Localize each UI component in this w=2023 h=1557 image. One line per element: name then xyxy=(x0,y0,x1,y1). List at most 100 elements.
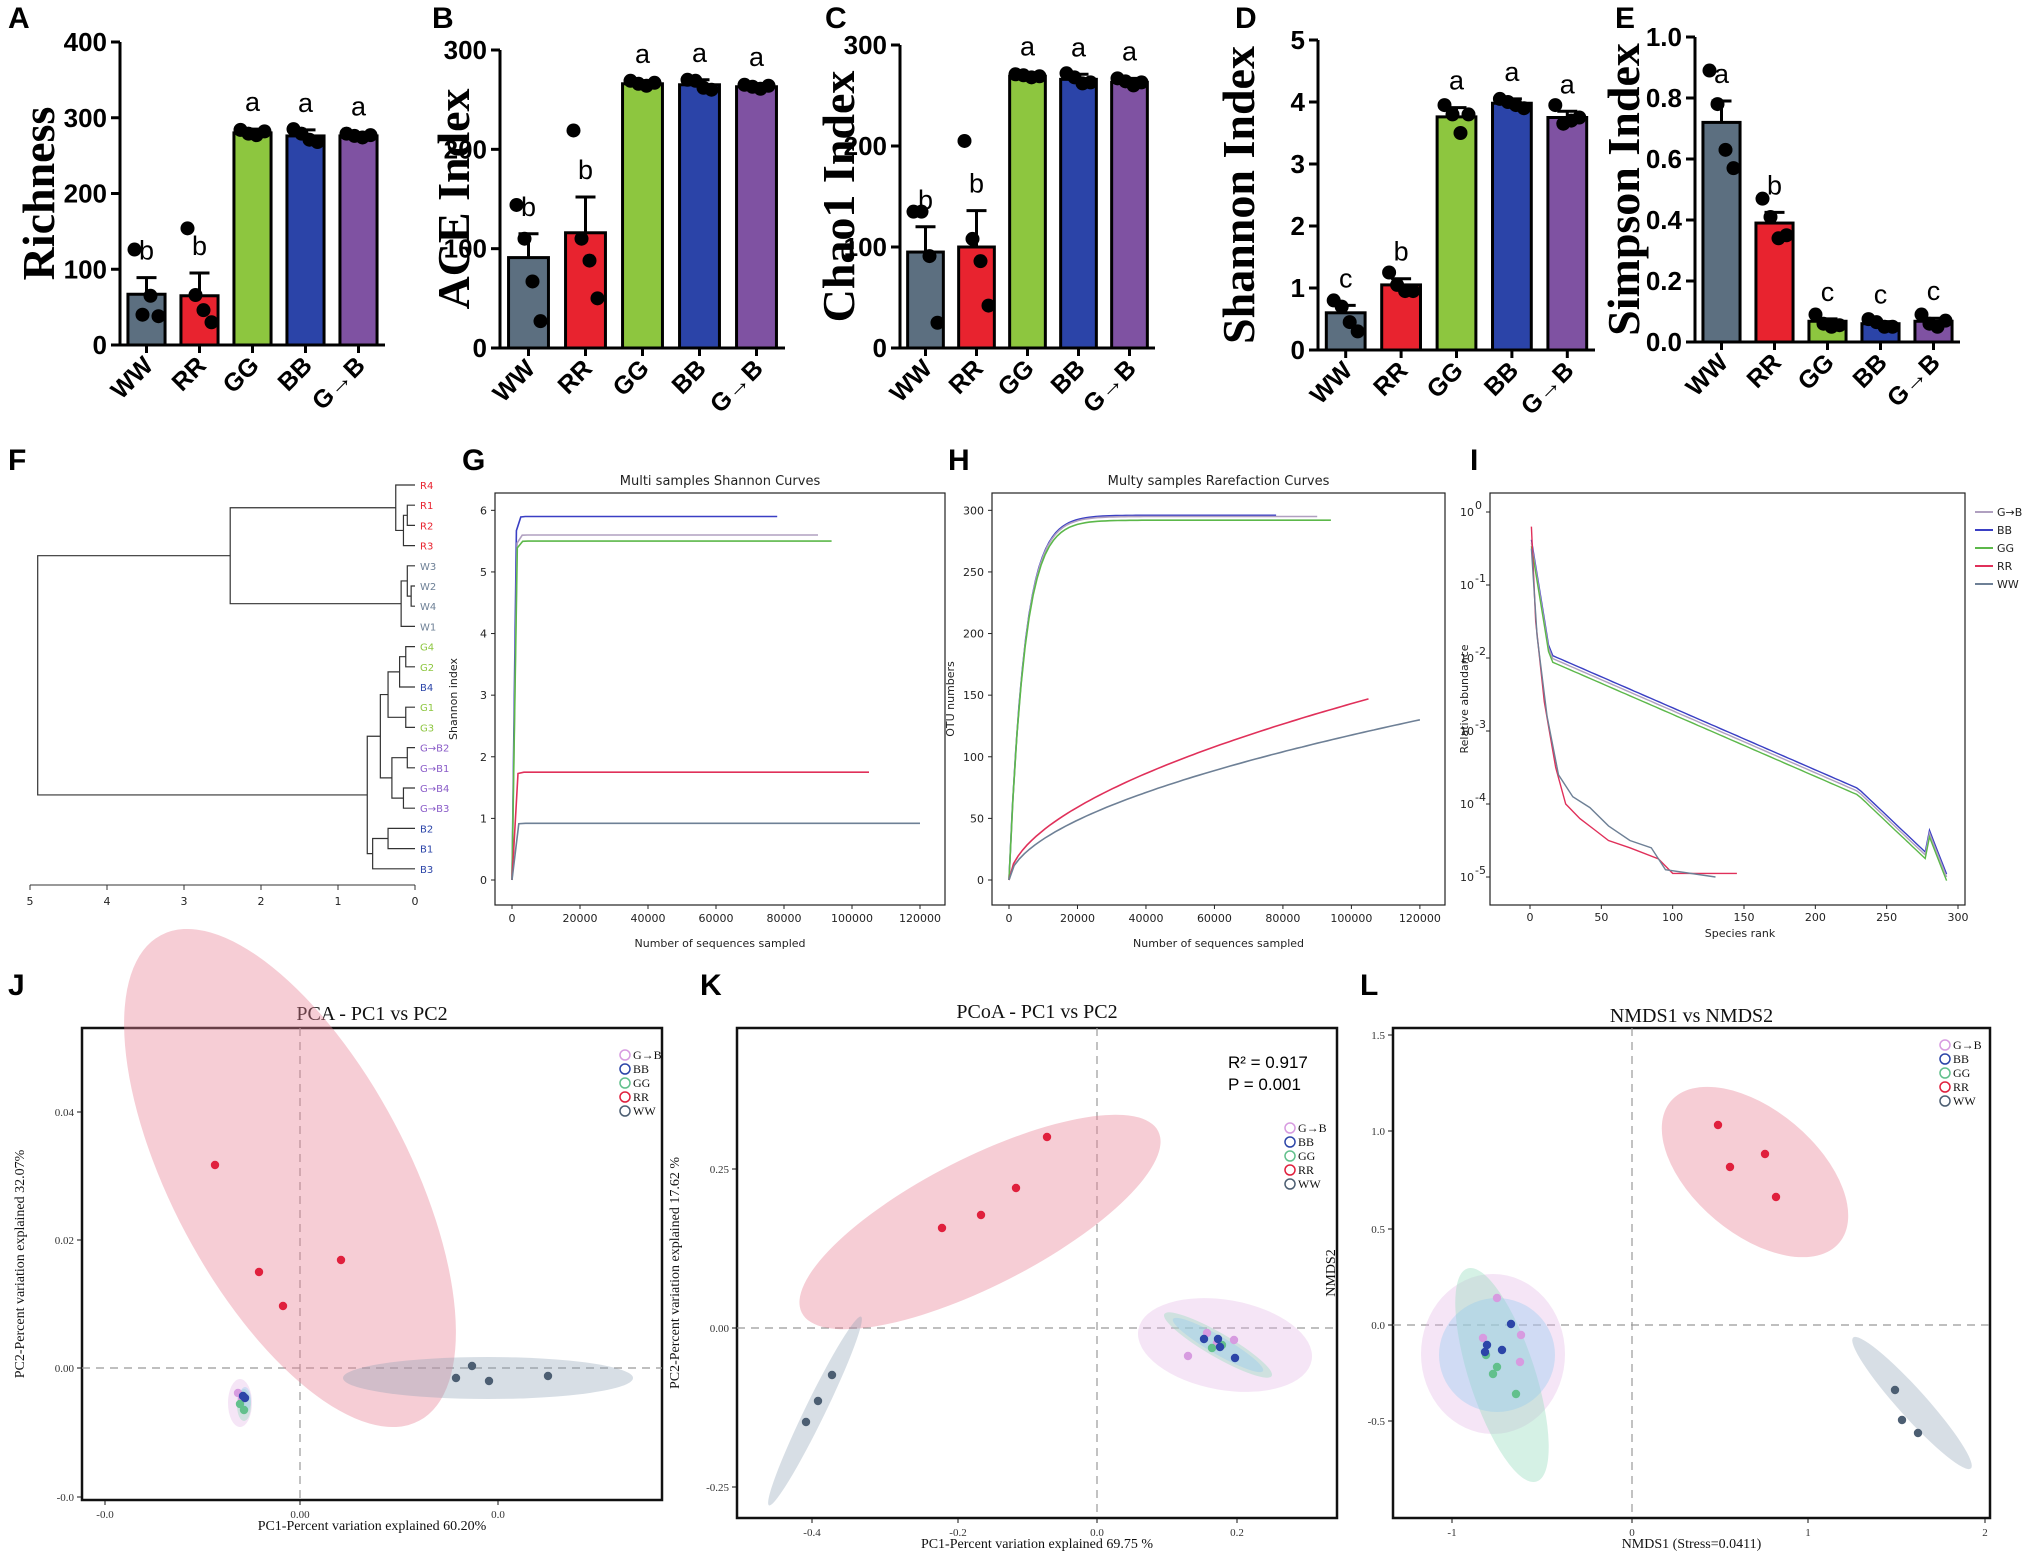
significance-letter: a xyxy=(749,42,765,72)
category-label: G→B xyxy=(1078,354,1142,418)
legend-label: WW xyxy=(1997,578,2019,591)
y-tick-label: 1.0 xyxy=(1371,1126,1385,1138)
category-label: WW xyxy=(1681,348,1734,401)
x-tick-label: -1 xyxy=(1447,1527,1456,1539)
dendrogram-branch xyxy=(229,507,402,605)
dendrogram-branch xyxy=(410,585,415,607)
x-tick-label: 40000 xyxy=(1128,912,1163,925)
legend-marker xyxy=(1939,1053,1951,1065)
data-point xyxy=(1406,284,1421,299)
legend-label: RR xyxy=(1997,560,2013,573)
y-tick-label: 10 xyxy=(1460,506,1474,519)
data-point xyxy=(151,309,166,324)
x-tick-label: -0.0 xyxy=(96,1509,114,1521)
y-tick-label: 200 xyxy=(64,179,107,209)
significance-letter: c xyxy=(1821,277,1835,307)
dendrogram-branch xyxy=(399,656,415,688)
shannon-curves-panel: G Multi samples Shannon Curves Number of s… xyxy=(447,444,946,950)
data-point xyxy=(257,124,272,139)
x-axis-label: NMDS1 (Stress=0.0411) xyxy=(1622,1537,1762,1552)
x-tick-label: 60000 xyxy=(699,912,734,925)
y-tick-label: 250 xyxy=(963,566,984,579)
category-label: GG xyxy=(992,354,1039,401)
y-axis-label: PC2-Percent variation explained 17.62 % xyxy=(668,1157,683,1389)
shannon-curve-bb xyxy=(511,515,778,881)
y-tick-label: 100 xyxy=(963,751,984,764)
sample-point-rr xyxy=(1713,1120,1723,1130)
y-tick-label: 300 xyxy=(64,103,107,133)
data-point xyxy=(188,288,203,303)
y-axis-label: Simpson Index xyxy=(1598,43,1649,336)
y-tick-label: 4 xyxy=(1291,87,1306,117)
y-tick-label: 4 xyxy=(480,628,487,641)
sample-point-rr xyxy=(976,1210,986,1220)
x-tick-label: 50 xyxy=(1594,911,1608,924)
dendrogram-branch xyxy=(405,646,415,668)
category-label: GG xyxy=(217,351,264,398)
category-label: WW xyxy=(1305,356,1358,409)
legend-label: G→B xyxy=(1997,506,2022,519)
data-point xyxy=(973,254,988,269)
dendrogram-tick-label: 4 xyxy=(104,895,111,908)
category-label: GG xyxy=(607,354,654,401)
legend-label: GG xyxy=(1997,542,2014,555)
x-axis-label: Number of sequences sampled xyxy=(635,937,806,950)
data-point xyxy=(957,133,972,148)
y-axis-label: Shannon Index xyxy=(1213,46,1264,344)
y-tick-label: 3 xyxy=(480,689,487,702)
dendrogram-panel: F R4 R1 R2 R3 W3 W2 W4 W1 G4 G2 B4 G1 G3 G→B2 G→B1 G→B4 G… xyxy=(8,444,449,908)
x-tick-label: -0.4 xyxy=(803,1527,821,1539)
x-axis-label: PC1-Percent variation explained 60.20% xyxy=(258,1519,487,1534)
data-point xyxy=(196,303,211,318)
x-tick-label: 0.0 xyxy=(1090,1527,1104,1539)
x-tick-label: 60000 xyxy=(1197,912,1232,925)
sample-point-ww xyxy=(801,1417,811,1427)
y-tick-label: 10 xyxy=(1460,871,1474,884)
y-tick-label: 0.5 xyxy=(1371,1224,1385,1236)
dendrogram-branch xyxy=(402,514,415,547)
y-tick-label: 1 xyxy=(480,812,487,825)
x-tick-label: 0.00 xyxy=(290,1509,310,1521)
confidence-ellipse-gg xyxy=(1455,1267,1549,1483)
y-tick-label: 1 xyxy=(1291,273,1305,303)
significance-letter: b xyxy=(969,169,984,199)
y-tick-label: 10 xyxy=(1460,652,1474,665)
confidence-ellipse-ww xyxy=(768,1316,862,1506)
data-point xyxy=(1350,324,1365,339)
sample-point-gg xyxy=(1492,1362,1502,1372)
category-label: RR xyxy=(943,354,988,399)
data-point xyxy=(135,307,150,322)
y-tick-label: 0.00 xyxy=(710,1323,730,1335)
shannon-curve-rr xyxy=(511,771,869,881)
legend-label: WW xyxy=(1953,1094,1976,1108)
y-tick-exponent: -5 xyxy=(1475,864,1486,877)
panel-letter: L xyxy=(1360,969,1378,1002)
category-label: BB xyxy=(1479,356,1524,401)
sample-point-rr xyxy=(937,1223,947,1233)
dendrogram-branch xyxy=(37,555,368,796)
sample-point-bb xyxy=(1497,1345,1507,1355)
sample-point-bb xyxy=(1506,1319,1516,1329)
data-point xyxy=(1808,307,1823,322)
legend-label: RR xyxy=(1298,1163,1314,1177)
sample-point-bb xyxy=(1480,1347,1490,1357)
x-tick-label: 300 xyxy=(1948,911,1969,924)
y-axis-label: Chao1 Index xyxy=(813,71,864,323)
y-tick-label: 0 xyxy=(480,874,487,887)
significance-letter: a xyxy=(1504,57,1520,87)
sample-point-rr xyxy=(1011,1183,1021,1193)
significance-letter: b xyxy=(521,192,536,222)
sample-point-rr xyxy=(278,1301,288,1311)
category-label: G→B xyxy=(705,354,769,418)
sample-point-rr xyxy=(1760,1149,1770,1159)
dendrogram-leaf-label: R4 xyxy=(420,481,433,492)
dendrogram-branch xyxy=(402,787,415,809)
data-point xyxy=(1032,69,1047,84)
panel-letter: G xyxy=(462,444,485,477)
legend-label: RR xyxy=(1953,1080,1969,1094)
x-tick-label: 200 xyxy=(1805,911,1826,924)
legend-label: WW xyxy=(1298,1177,1321,1191)
data-point xyxy=(1548,98,1563,113)
